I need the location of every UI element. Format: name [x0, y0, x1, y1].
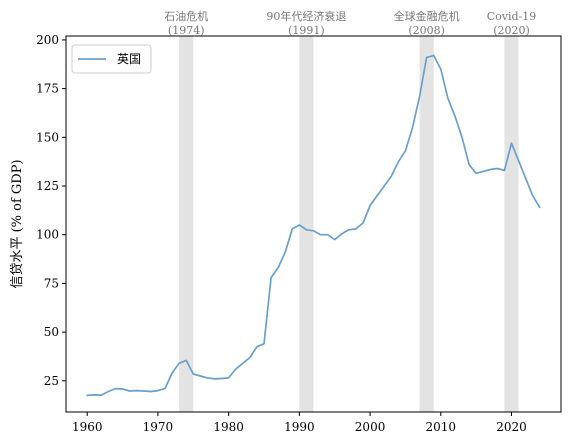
x-tick-label-1970: 1970 — [143, 420, 174, 434]
y-axis: 25 50 75 100 125 150 175 200 — [36, 33, 66, 388]
crisis-year-3: (2020) — [493, 24, 530, 37]
legend: 英国 — [71, 44, 152, 74]
y-tick-label-150: 150 — [36, 130, 59, 144]
crisis-band-1 — [299, 36, 314, 412]
crisis-label-0: 石油危机 — [164, 9, 208, 23]
series-line-0 — [86, 54, 541, 397]
y-tick-label-100: 100 — [36, 228, 59, 242]
y-tick-label-25: 25 — [44, 374, 59, 388]
crisis-label-2: 全球金融危机 — [394, 9, 460, 23]
x-tick-label-2000: 2000 — [355, 420, 386, 434]
crisis-label-3: Covid-19 — [487, 10, 537, 23]
legend-box — [71, 44, 152, 74]
crisis-year-0: (1974) — [168, 24, 205, 37]
x-tick-label-1990: 1990 — [284, 420, 315, 434]
x-tick-label-1960: 1960 — [72, 420, 103, 434]
crisis-band-3 — [504, 36, 519, 412]
x-axis: 1960 1970 1980 1990 2000 2010 2020 — [72, 412, 527, 434]
crisis-band-2 — [419, 36, 434, 412]
x-tick-label-2010: 2010 — [426, 420, 457, 434]
y-tick-label-200: 200 — [36, 33, 59, 47]
crisis-year-2: (2008) — [408, 24, 445, 37]
legend-label-0: 英国 — [117, 52, 141, 66]
x-tick-label-1980: 1980 — [213, 420, 244, 434]
y-tick-label-75: 75 — [44, 276, 59, 290]
y-tick-label-125: 125 — [36, 179, 59, 193]
crisis-bands — [179, 36, 519, 412]
y-tick-label-50: 50 — [44, 325, 59, 339]
y-tick-label-175: 175 — [36, 82, 59, 96]
y-axis-title: 信贷水平 (% of GDP) — [10, 159, 25, 288]
x-tick-label-2020: 2020 — [496, 420, 527, 434]
crisis-annotations: 石油危机(1974) 90年代经济衰退(1991) 全球金融危机(2008) Covi… — [164, 9, 536, 37]
series-lines — [86, 54, 541, 397]
crisis-year-1: (1991) — [288, 24, 325, 37]
crisis-label-1: 90年代经济衰退 — [266, 9, 346, 23]
plot-frame — [65, 35, 562, 413]
crisis-band-0 — [179, 36, 194, 412]
